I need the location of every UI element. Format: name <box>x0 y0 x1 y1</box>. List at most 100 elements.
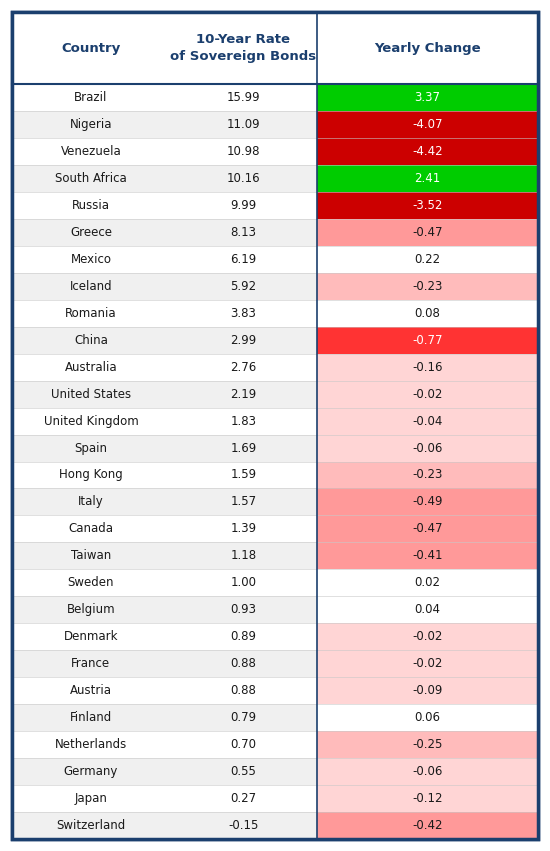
Text: 6.19: 6.19 <box>230 253 256 266</box>
Text: 0.04: 0.04 <box>415 603 441 616</box>
Text: United Kingdom: United Kingdom <box>43 414 138 427</box>
Bar <box>170 273 317 300</box>
Bar <box>317 191 538 219</box>
Bar <box>170 488 317 516</box>
Text: 2.41: 2.41 <box>414 172 441 185</box>
Bar <box>12 516 170 542</box>
Bar <box>170 111 317 138</box>
Text: 2.76: 2.76 <box>230 361 256 374</box>
Bar <box>12 731 170 758</box>
Text: 0.02: 0.02 <box>415 576 441 590</box>
Bar <box>317 380 538 408</box>
Bar <box>317 165 538 191</box>
Bar <box>317 542 538 569</box>
Text: 0.08: 0.08 <box>415 306 441 320</box>
Bar <box>12 812 170 839</box>
Text: -0.04: -0.04 <box>412 414 443 427</box>
Bar <box>170 597 317 623</box>
Bar <box>12 354 170 380</box>
Text: 1.00: 1.00 <box>230 576 256 590</box>
Text: -0.02: -0.02 <box>412 387 443 401</box>
Text: 1.39: 1.39 <box>230 523 256 535</box>
Text: -0.47: -0.47 <box>412 226 443 239</box>
Bar <box>317 597 538 623</box>
Text: Iceland: Iceland <box>70 280 112 293</box>
Text: Romania: Romania <box>65 306 117 320</box>
Text: Taiwan: Taiwan <box>71 550 111 563</box>
Bar <box>12 785 170 812</box>
Text: 10.16: 10.16 <box>227 172 260 185</box>
Text: 0.89: 0.89 <box>230 631 256 643</box>
Text: -0.15: -0.15 <box>228 819 258 832</box>
Text: -0.47: -0.47 <box>412 523 443 535</box>
Text: -0.23: -0.23 <box>412 469 443 482</box>
Bar <box>170 542 317 569</box>
Text: 11.09: 11.09 <box>227 118 260 131</box>
Bar <box>317 731 538 758</box>
Bar <box>12 758 170 785</box>
Bar <box>317 758 538 785</box>
Text: South Africa: South Africa <box>55 172 126 185</box>
Text: 0.22: 0.22 <box>415 253 441 266</box>
Text: -0.42: -0.42 <box>412 819 443 832</box>
Text: Denmark: Denmark <box>64 631 118 643</box>
Text: -0.25: -0.25 <box>412 738 443 751</box>
Bar <box>12 273 170 300</box>
Text: Brazil: Brazil <box>74 91 108 104</box>
Bar <box>170 246 317 273</box>
Text: -0.12: -0.12 <box>412 792 443 805</box>
Bar <box>12 380 170 408</box>
Bar <box>12 623 170 650</box>
Bar <box>170 731 317 758</box>
Text: 1.18: 1.18 <box>230 550 256 563</box>
Text: 1.83: 1.83 <box>230 414 256 427</box>
Bar <box>12 408 170 435</box>
Text: 0.79: 0.79 <box>230 711 256 724</box>
Text: -3.52: -3.52 <box>412 199 443 212</box>
Bar <box>12 542 170 569</box>
Bar <box>12 488 170 516</box>
Text: 10.98: 10.98 <box>227 145 260 158</box>
Text: United States: United States <box>51 387 131 401</box>
Text: 5.92: 5.92 <box>230 280 256 293</box>
Bar <box>170 569 317 597</box>
Bar <box>317 219 538 246</box>
Text: 1.57: 1.57 <box>230 495 256 508</box>
Text: 2.99: 2.99 <box>230 334 256 346</box>
Bar <box>317 435 538 461</box>
Bar <box>12 650 170 677</box>
Bar <box>317 246 538 273</box>
Bar <box>317 138 538 165</box>
Bar <box>170 461 317 488</box>
Bar <box>317 408 538 435</box>
Text: Australia: Australia <box>64 361 117 374</box>
Bar <box>12 677 170 704</box>
Text: 10-Year Rate
of Sovereign Bonds: 10-Year Rate of Sovereign Bonds <box>170 33 316 63</box>
Text: Austria: Austria <box>70 684 112 697</box>
Text: Italy: Italy <box>78 495 104 508</box>
Bar <box>170 327 317 354</box>
Text: Nigeria: Nigeria <box>70 118 112 131</box>
Bar <box>317 84 538 111</box>
Bar <box>317 623 538 650</box>
Text: -0.02: -0.02 <box>412 631 443 643</box>
Bar <box>170 623 317 650</box>
Bar <box>317 650 538 677</box>
Text: -4.42: -4.42 <box>412 145 443 158</box>
Text: -0.09: -0.09 <box>412 684 443 697</box>
Text: China: China <box>74 334 108 346</box>
Bar <box>12 111 170 138</box>
Text: 3.83: 3.83 <box>230 306 256 320</box>
Bar <box>317 785 538 812</box>
Text: Netherlands: Netherlands <box>55 738 127 751</box>
Text: -0.02: -0.02 <box>412 657 443 671</box>
Bar <box>12 246 170 273</box>
Text: -0.16: -0.16 <box>412 361 443 374</box>
Bar <box>317 812 538 839</box>
Text: Yearly Change: Yearly Change <box>374 42 481 54</box>
Bar <box>170 380 317 408</box>
Bar <box>317 488 538 516</box>
Bar <box>12 219 170 246</box>
Bar <box>12 84 170 111</box>
Text: 0.88: 0.88 <box>230 657 256 671</box>
